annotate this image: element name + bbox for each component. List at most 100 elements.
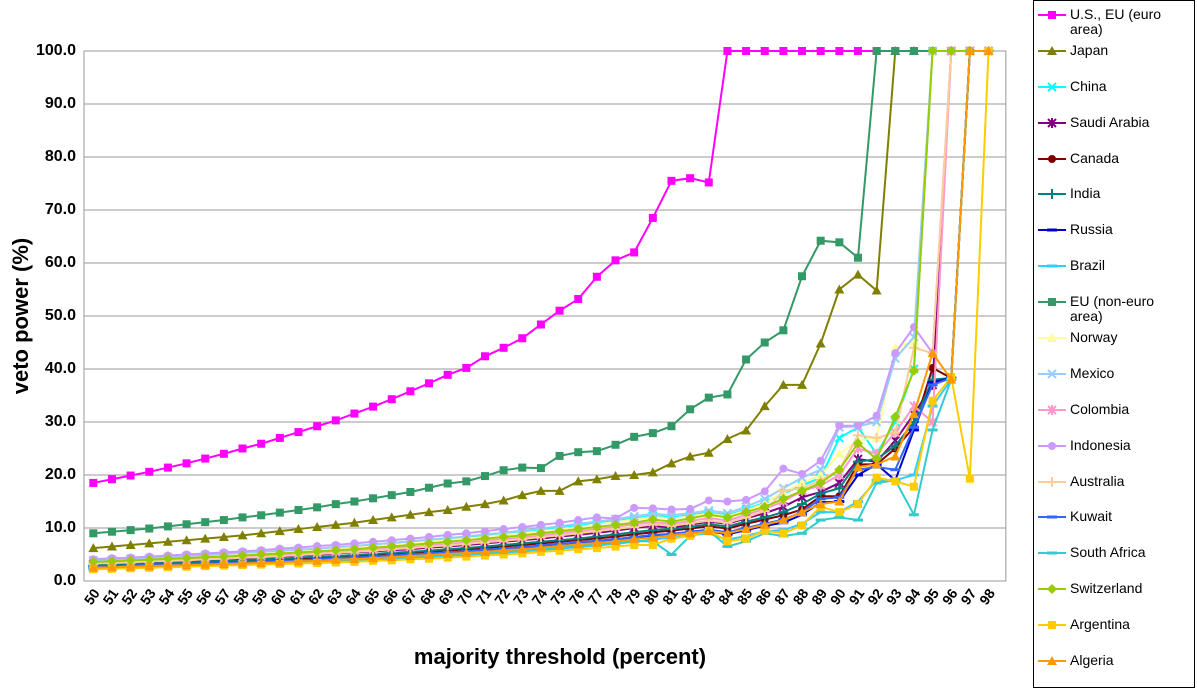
y-tick-label: 90.0 — [45, 95, 76, 112]
marker — [816, 456, 825, 465]
marker — [1048, 441, 1056, 450]
legend-item: Mexico — [1034, 364, 1194, 400]
marker — [648, 504, 657, 513]
y-axis-title: veto power (%) — [8, 238, 33, 394]
marker — [443, 479, 452, 488]
legend-icon — [1038, 441, 1066, 450]
marker — [518, 549, 527, 558]
marker — [350, 539, 359, 548]
marker — [1047, 656, 1057, 666]
y-tick-label: 60.0 — [45, 254, 76, 271]
marker — [330, 519, 341, 529]
marker — [648, 540, 657, 549]
marker — [760, 47, 769, 55]
legend-label: Russia — [1070, 221, 1113, 238]
marker — [647, 514, 658, 525]
legend-icon — [1038, 515, 1066, 519]
x-tick-label: 98 — [976, 585, 998, 607]
marker — [741, 524, 752, 534]
y-tick-label: 10.0 — [45, 519, 76, 536]
marker — [518, 463, 527, 472]
marker — [779, 529, 788, 538]
legend-label: Brazil — [1070, 257, 1106, 274]
marker — [704, 393, 713, 402]
marker — [238, 513, 247, 522]
marker — [871, 417, 882, 427]
legend-icon — [1038, 369, 1066, 379]
marker — [759, 401, 770, 411]
legend-item: Colombia — [1034, 400, 1194, 436]
marker — [313, 422, 322, 431]
marker — [293, 547, 304, 558]
marker — [536, 464, 545, 473]
legend-item: India — [1034, 184, 1194, 220]
legend-item: Japan — [1034, 41, 1194, 77]
marker — [591, 537, 602, 547]
marker — [126, 471, 135, 480]
marker — [125, 539, 136, 549]
marker — [964, 46, 975, 55]
marker — [479, 499, 490, 509]
marker — [144, 561, 155, 571]
marker — [331, 500, 340, 509]
marker — [554, 526, 565, 537]
marker — [630, 248, 639, 257]
marker — [443, 530, 452, 539]
marker — [480, 352, 489, 361]
marker — [479, 533, 490, 544]
legend-icon — [1038, 228, 1066, 232]
marker — [461, 547, 472, 557]
marker — [647, 532, 658, 542]
marker — [629, 511, 639, 522]
marker — [200, 533, 211, 543]
marker — [498, 495, 509, 505]
marker — [667, 422, 676, 431]
marker — [313, 503, 322, 512]
marker — [200, 552, 211, 563]
legend-label: South Africa — [1070, 544, 1146, 561]
marker — [890, 427, 901, 438]
marker — [517, 530, 528, 541]
marker — [293, 524, 304, 534]
marker — [200, 559, 211, 569]
marker — [406, 387, 415, 396]
legend-icon — [1038, 404, 1066, 415]
legend-icon — [1038, 551, 1066, 555]
marker — [573, 476, 584, 486]
marker — [424, 538, 435, 549]
marker — [480, 527, 489, 536]
series-line — [93, 50, 989, 561]
marker — [685, 451, 696, 461]
marker — [275, 433, 284, 442]
legend: U.S., EU (euro area) Japan China Saudi Arab… — [1033, 0, 1195, 688]
marker — [760, 526, 769, 535]
marker — [274, 526, 285, 536]
legend-icon — [1038, 82, 1066, 92]
marker — [107, 475, 116, 484]
marker — [387, 491, 396, 500]
marker — [554, 485, 565, 495]
legend-item: Saudi Arabia — [1034, 113, 1194, 149]
marker — [349, 544, 360, 555]
marker — [703, 509, 714, 520]
marker — [779, 47, 788, 55]
y-tick-label: 100.0 — [36, 42, 76, 59]
marker — [909, 482, 918, 491]
marker — [853, 421, 862, 430]
marker — [965, 474, 974, 483]
marker — [667, 505, 676, 514]
marker — [498, 545, 509, 555]
marker — [1047, 584, 1057, 595]
marker — [778, 515, 789, 525]
marker — [518, 334, 527, 343]
legend-icon — [1038, 656, 1066, 666]
marker — [946, 46, 957, 56]
marker — [759, 519, 770, 529]
legend-label: Japan — [1070, 41, 1109, 58]
marker — [742, 534, 751, 543]
marker — [518, 522, 527, 531]
marker — [406, 487, 415, 496]
marker — [405, 551, 416, 561]
marker — [330, 554, 341, 564]
marker — [704, 178, 713, 187]
